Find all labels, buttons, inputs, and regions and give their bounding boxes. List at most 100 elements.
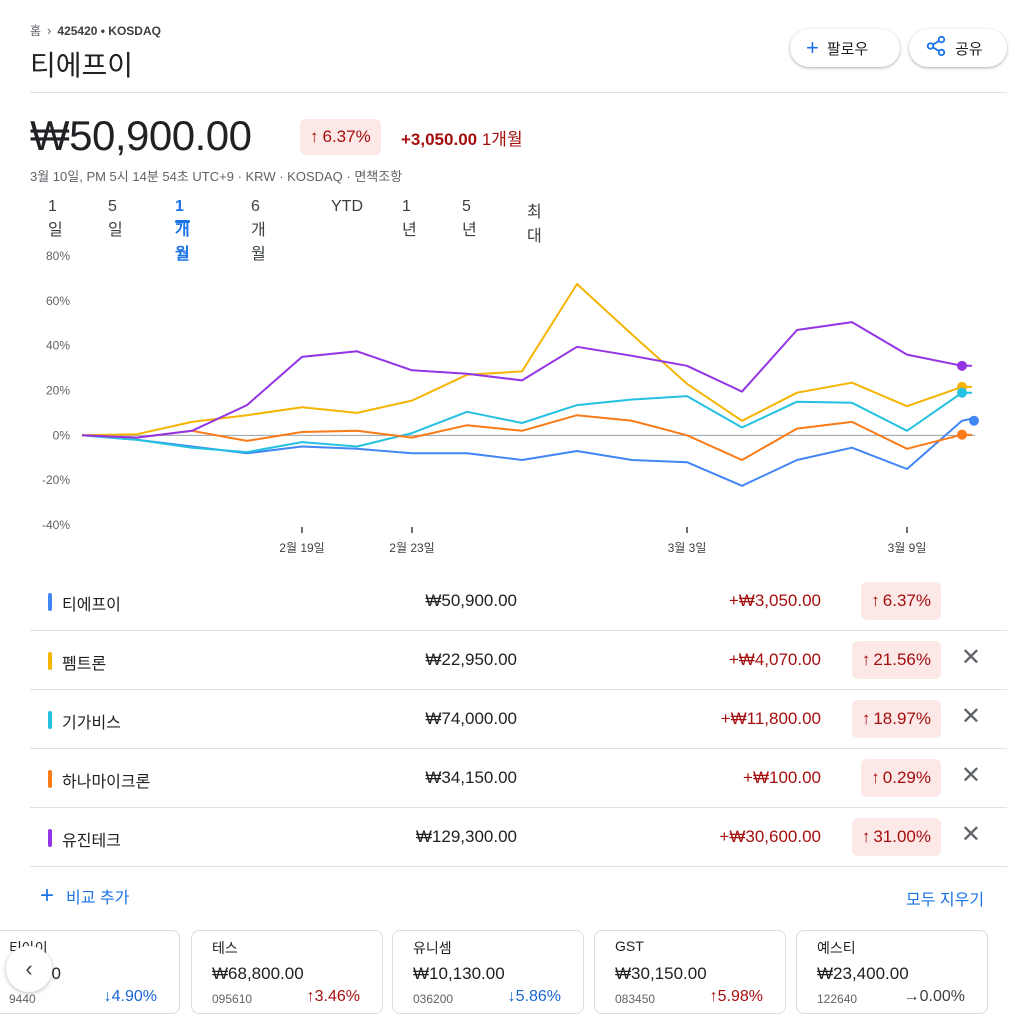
arrow-up-icon: ↑	[861, 650, 871, 669]
stock-name: 예스티	[817, 940, 856, 956]
comparison-row[interactable]: 펨트론 ₩22,950.00 +₩4,070.00 ↑ 21.56% ✕	[30, 631, 1007, 690]
x-tick-label: 2월 19일	[279, 541, 324, 555]
stock-price: ₩23,400.00	[817, 964, 909, 983]
related-stock-card[interactable]: 유니셈 ₩10,130.00 036200 ↓5.86%	[392, 930, 584, 1014]
chevron-right-icon: ›	[47, 23, 52, 38]
stock-price: ₩68,800.00	[212, 964, 304, 983]
carousel-prev-button[interactable]: ‹	[6, 946, 52, 992]
arrow-down-icon: ↓	[507, 988, 516, 1005]
price-change: +3,050.00 1개월	[401, 125, 523, 150]
share-icon	[925, 35, 947, 61]
stock-code: 9440	[9, 992, 36, 1006]
range-tab[interactable]: 1일	[48, 198, 63, 239]
comparison-price: ₩129,300.00	[415, 827, 517, 846]
comparison-pct-badge: ↑ 0.29%	[861, 759, 941, 797]
range-tab[interactable]: 1년	[402, 198, 417, 239]
x-tick-label: 3월 3일	[668, 541, 707, 555]
quote-subline: 3월 10일, PM 5시 14분 54초 UTC+9 · KRW · KOSD…	[30, 169, 403, 184]
series-line	[81, 414, 972, 461]
series-end-marker	[969, 415, 979, 426]
remove-comparison-icon[interactable]: ✕	[960, 821, 981, 848]
breadcrumb-home[interactable]: 홈	[30, 24, 42, 38]
series-line	[81, 391, 972, 454]
comparison-name: 기가비스	[62, 715, 121, 732]
share-label: 공유	[955, 40, 983, 58]
stock-change: ↓5.86%	[508, 988, 561, 1006]
comparison-pct-badge: ↑ 21.56%	[851, 641, 941, 679]
range-tab[interactable]: 5일	[108, 198, 123, 239]
page-title: 티에프이	[30, 50, 134, 81]
y-tick-label: 60%	[46, 294, 70, 308]
remove-comparison-icon[interactable]: ✕	[960, 644, 981, 671]
breadcrumb-ticker: 425420 • KOSDAQ	[57, 23, 161, 38]
stock-change-pct: 5.86%	[515, 988, 561, 1005]
follow-label: 팔로우	[826, 40, 869, 58]
price-change-period: 1개월	[481, 130, 523, 149]
arrow-up-icon: ↑	[871, 591, 880, 610]
comparison-change: +₩4,070.00	[728, 650, 821, 669]
y-tick-label: 40%	[46, 339, 70, 353]
comparison-change: +₩100.00	[743, 768, 821, 787]
comparison-table: 티에프이 ₩50,900.00 +₩3,050.00 ↑ 6.37% 펨트론 ₩22,950…	[30, 572, 1007, 867]
series-end-marker	[957, 360, 967, 371]
comparison-row[interactable]: 유진테크 ₩129,300.00 +₩30,600.00 ↑ 31.00% ✕	[30, 808, 1007, 867]
series-color-swatch	[48, 652, 52, 670]
chevron-left-icon: ‹	[25, 956, 33, 981]
comparison-row[interactable]: 기가비스 ₩74,000.00 +₩11,800.00 ↑ 18.97% ✕	[30, 690, 1007, 749]
comparison-pct: 31.00%	[873, 827, 931, 846]
range-tab[interactable]: 5년	[462, 198, 477, 239]
range-tab[interactable]: 1개월	[175, 198, 190, 263]
stock-code: 083450	[615, 992, 656, 1006]
stock-name: GST	[615, 938, 644, 954]
clear-all-button[interactable]: 모두 지우기	[906, 892, 985, 909]
comparison-price: ₩34,150.00	[425, 768, 517, 787]
add-comparison-button[interactable]: + 비교 추가	[40, 884, 129, 908]
header-divider	[30, 92, 1007, 93]
stock-change: ↑5.98%	[710, 988, 763, 1006]
remove-comparison-icon[interactable]: ✕	[960, 703, 981, 730]
series-color-swatch	[48, 711, 52, 729]
comparison-pct: 6.37%	[882, 591, 931, 610]
series-color-swatch	[48, 593, 52, 611]
comparison-name: 하나마이크론	[62, 774, 151, 791]
comparison-row[interactable]: 하나마이크론 ₩34,150.00 +₩100.00 ↑ 0.29% ✕	[30, 749, 1007, 808]
stock-code: 036200	[413, 992, 454, 1006]
comparison-chart[interactable]: 80% 60% 40% 20% 0% -20% -40% 2월 19일 2월 23일 3월 3일 3…	[0, 240, 1015, 570]
stock-change: ↑3.46%	[307, 988, 360, 1006]
range-tab[interactable]: 최대	[527, 204, 542, 245]
range-tab[interactable]: YTD	[331, 198, 363, 215]
stock-name: 테스	[212, 940, 238, 956]
remove-comparison-icon[interactable]: ✕	[960, 762, 981, 789]
related-stock-card[interactable]: 테스 ₩68,800.00 095610 ↑3.46%	[191, 930, 383, 1014]
series-line	[81, 321, 972, 439]
y-tick-label: -20%	[42, 473, 70, 487]
arrow-up-icon: ↑	[861, 709, 871, 728]
plus-icon: +	[806, 35, 819, 60]
range-tab[interactable]: 6개월	[251, 198, 266, 263]
comparison-pct-badge: ↑ 6.37%	[861, 582, 941, 620]
comparison-change: +₩30,600.00	[719, 827, 821, 846]
comparison-row[interactable]: 티에프이 ₩50,900.00 +₩3,050.00 ↑ 6.37%	[30, 572, 1007, 631]
related-stock-card[interactable]: 예스티 ₩23,400.00 122640 →0.00%	[796, 930, 988, 1014]
y-tick-label: -40%	[42, 518, 70, 532]
stock-change-pct: 3.46%	[314, 988, 360, 1005]
share-button[interactable]: 공유	[909, 29, 1007, 67]
stock-change: →0.00%	[904, 988, 965, 1006]
follow-button[interactable]: + 팔로우	[790, 29, 900, 67]
plus-icon: +	[40, 882, 55, 909]
price-change-amount: +3,050.00	[401, 130, 478, 149]
arrow-flat-icon: →	[903, 988, 920, 1005]
y-tick-label: 80%	[46, 249, 70, 263]
arrow-up-icon: ↑	[709, 988, 718, 1005]
stock-change: ↓4.90%	[104, 988, 157, 1006]
comparison-change: +₩3,050.00	[728, 591, 821, 610]
stock-change-pct: 5.98%	[717, 988, 763, 1005]
comparison-price: ₩22,950.00	[425, 650, 517, 669]
stock-price: ₩30,150.00	[615, 964, 707, 983]
x-tick-label: 2월 23일	[389, 541, 434, 555]
add-comparison-label: 비교 추가	[66, 890, 130, 907]
related-stock-card[interactable]: 티아이000.009440↓4.90%	[0, 930, 180, 1014]
related-stock-card[interactable]: GST ₩30,150.00 083450 ↑5.98%	[594, 930, 786, 1014]
arrow-up-icon: ↑	[310, 127, 319, 146]
price-change-badge: ↑ 6.37%	[300, 119, 381, 155]
